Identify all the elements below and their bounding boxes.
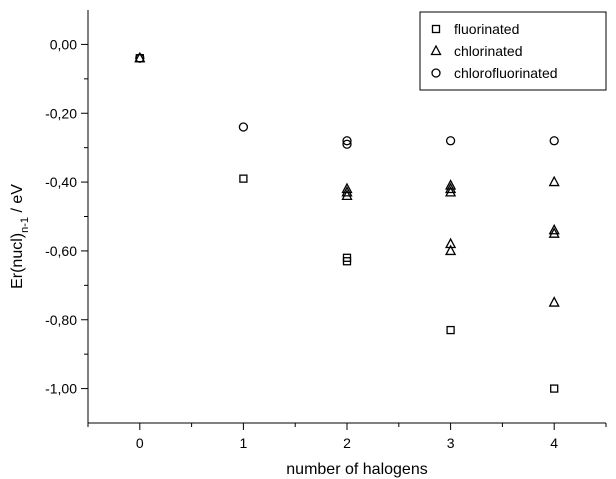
x-tick-label: 1 — [240, 435, 248, 451]
legend: fluorinated chlorinated chlorofluorinated — [420, 12, 606, 90]
y-tick-label: -1,00 — [45, 381, 77, 397]
y-axis-title: Er(nucl)n-1 / eV — [9, 184, 31, 289]
chlorinated-point — [550, 177, 559, 186]
legend-label-fluorinated: fluorinated — [454, 21, 519, 37]
y-tick-label: 0,00 — [50, 36, 77, 52]
x-tick-label: 2 — [343, 435, 351, 451]
fluorinated-point — [447, 327, 454, 334]
data-points — [135, 53, 558, 392]
x-tick-label: 4 — [550, 435, 558, 451]
y-tick-label: -0,40 — [45, 174, 77, 190]
fluorinated-point — [240, 175, 247, 182]
y-axis-title-main: Er(nucl) — [9, 233, 26, 289]
legend-label-chlorofluorinated: chlorofluorinated — [454, 65, 558, 81]
chlorofluorinated-point — [550, 137, 558, 145]
x-axis: 0 1 2 3 4 — [88, 423, 606, 451]
x-tick-label: 3 — [447, 435, 455, 451]
chlorofluorinated-point — [447, 137, 455, 145]
chlorinated-point — [550, 298, 559, 307]
y-axis-title-subscript: n-1 — [19, 217, 31, 233]
legend-label-chlorinated: chlorinated — [454, 43, 523, 59]
y-tick-label: -0,80 — [45, 312, 77, 328]
fluorinated-point — [551, 385, 558, 392]
y-tick-label: -0,20 — [45, 105, 77, 121]
y-axis-title-unit: / eV — [9, 184, 26, 217]
y-tick-label: -0,60 — [45, 243, 77, 259]
y-axis: 0,00 -0,20 -0,40 -0,60 -0,80 -1,00 — [45, 36, 88, 396]
chlorofluorinated-point — [239, 123, 247, 131]
x-axis-title: number of halogens — [286, 461, 427, 478]
x-tick-label: 0 — [136, 435, 144, 451]
